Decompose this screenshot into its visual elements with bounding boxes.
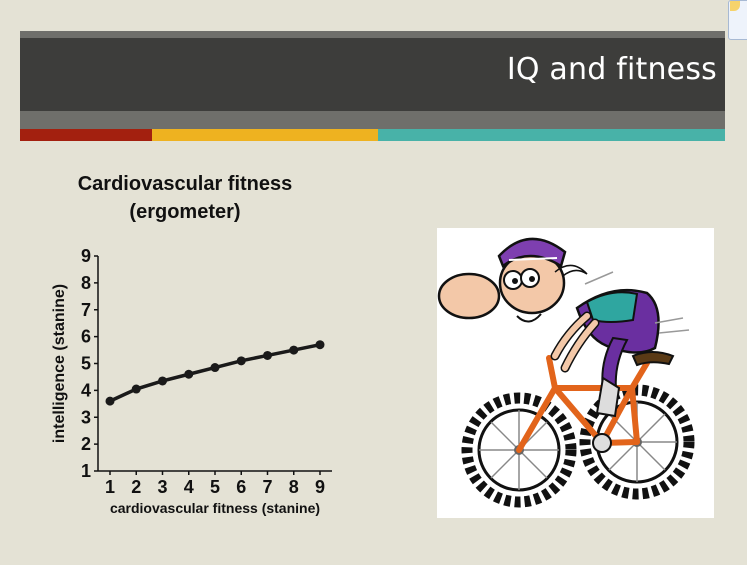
- data-point: [236, 356, 246, 366]
- data-point: [315, 340, 325, 350]
- accent-bar-teal: [378, 129, 725, 141]
- rider: [550, 288, 660, 418]
- x-tick-label: 9: [315, 477, 325, 497]
- x-tick-label: 8: [289, 477, 299, 497]
- cyclist-illustration: [437, 228, 714, 518]
- slide-title: IQ and fitness: [506, 52, 717, 87]
- data-point: [158, 376, 167, 386]
- lightbulb-icon: [730, 1, 740, 11]
- x-tick-label: 4: [184, 477, 194, 497]
- accent-bar-red: [20, 129, 152, 141]
- y-axis-label: intelligence (stanine): [51, 284, 68, 443]
- title-strip-bottom: [20, 111, 725, 129]
- x-tick-label: 7: [262, 477, 272, 497]
- y-tick-label: 1: [81, 461, 91, 481]
- x-tick-label: 1: [105, 477, 115, 497]
- cartoon-cyclist-icon: [437, 237, 695, 508]
- x-axis-label: cardiovascular fitness (stanine): [110, 500, 320, 516]
- y-axis: 1 2 3 4 5 6 7 8 9: [81, 246, 99, 481]
- chart-title-line2: (ergometer): [129, 201, 241, 223]
- x-tick-label: 3: [157, 477, 167, 497]
- chart-title-line1: Cardiovascular fitness: [77, 173, 293, 195]
- series-group: [105, 340, 325, 406]
- comment-note-icon[interactable]: [728, 0, 747, 40]
- rider-head: [437, 237, 588, 323]
- y-tick-label: 4: [81, 380, 91, 400]
- y-tick-label: 7: [81, 300, 91, 320]
- chart-title: Cardiovascular fitness (ergometer): [40, 170, 330, 226]
- x-tick-label: 2: [131, 477, 141, 497]
- motion-lines: [584, 271, 690, 334]
- x-tick-label: 6: [236, 477, 246, 497]
- data-point: [131, 384, 141, 394]
- bike-frame: [516, 355, 650, 453]
- crank: [592, 433, 612, 453]
- y-tick-label: 9: [81, 246, 91, 266]
- data-point: [210, 363, 220, 373]
- y-tick-label: 8: [81, 273, 91, 293]
- saddle: [631, 351, 675, 367]
- data-point: [105, 396, 115, 406]
- x-tick-label: 5: [210, 477, 220, 497]
- title-strip-top: [20, 31, 725, 38]
- data-point: [289, 345, 299, 355]
- accent-bar-yellow: [152, 129, 378, 141]
- y-tick-label: 2: [81, 434, 91, 454]
- title-bar: IQ and fitness: [20, 38, 725, 111]
- data-point: [263, 350, 272, 360]
- y-tick-label: 3: [81, 407, 91, 427]
- series-line: [109, 342, 321, 403]
- data-point: [184, 369, 194, 379]
- y-tick-label: 6: [81, 327, 91, 347]
- y-tick-label: 5: [81, 354, 91, 374]
